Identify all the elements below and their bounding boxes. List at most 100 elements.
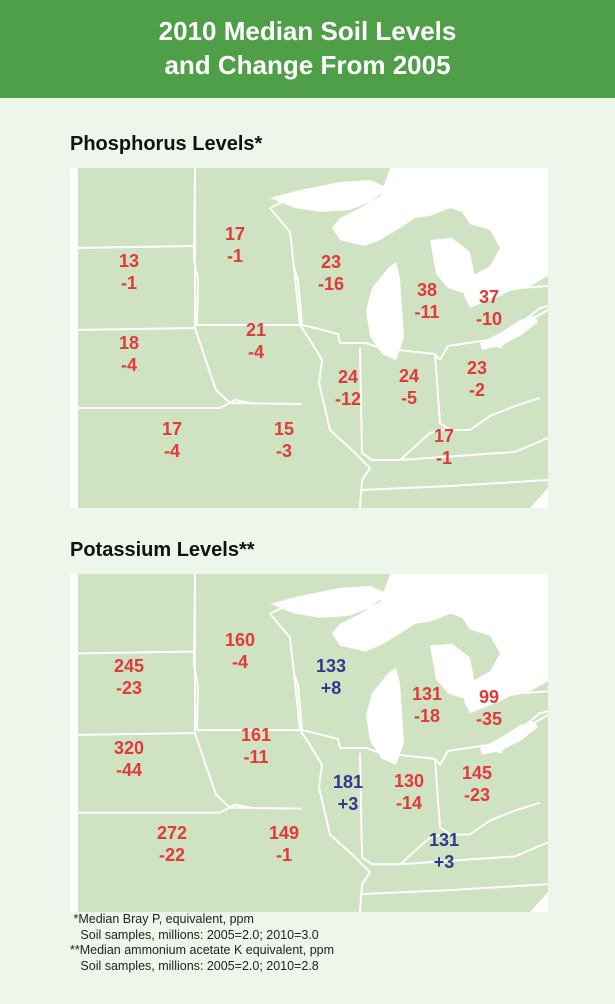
phosphorus-region-level: 17 — [433, 426, 455, 446]
phosphorus-map-water-2 — [430, 238, 475, 294]
potassium-region-level: 99 — [478, 687, 500, 708]
potassium-state-border-20 — [434, 758, 451, 836]
potassium-map-water-4 — [270, 585, 388, 618]
phosphorus-state-border-11 — [269, 195, 299, 209]
potassium-region-change: +3 — [337, 793, 359, 814]
potassium-region-change: -23 — [115, 678, 143, 699]
phosphorus-region-label: 38 -11 — [414, 279, 439, 323]
phosphorus-region-level: 17 — [161, 419, 183, 439]
potassium-region-change: -14 — [395, 792, 423, 813]
potassium-region-label: 99 -35 — [476, 686, 502, 730]
phosphorus-region-level: 15 — [273, 419, 295, 439]
phosphorus-state-border-15 — [359, 467, 371, 508]
potassium-state-border-11 — [269, 600, 299, 615]
phosphorus-region-label: 37 -10 — [476, 286, 502, 330]
potassium-map-water-1 — [366, 667, 404, 765]
phosphorus-map-water-4 — [270, 180, 388, 212]
potassium-state-border-10 — [269, 613, 301, 731]
phosphorus-region-label: 23 -16 — [318, 251, 344, 295]
potassium-region-level: 145 — [461, 762, 493, 783]
phosphorus-map-svg — [70, 168, 548, 508]
phosphorus-state-border-6 — [219, 399, 251, 409]
potassium-region-label: 145 -23 — [462, 762, 492, 806]
potassium-state-border-9 — [299, 729, 324, 805]
potassium-region-label: 245 -23 — [114, 655, 144, 699]
phosphorus-region-change: -4 — [120, 355, 137, 375]
phosphorus-state-border-13 — [301, 324, 341, 344]
header-title-line-1: 2010 Median Soil Levels — [158, 16, 457, 46]
potassium-state-border-23 — [359, 883, 548, 896]
footnotes: *Median Bray P, equivalent, ppm Soil sam… — [70, 912, 590, 974]
footnote-potassium: **Median ammonium acetate K equivalent, … — [70, 943, 335, 957]
potassium-state-border-14 — [322, 804, 371, 873]
phosphorus-region-change: -16 — [317, 274, 345, 294]
potassium-state-border-26 — [515, 714, 548, 734]
phosphorus-state-border-14 — [322, 399, 371, 469]
potassium-state-border-21 — [399, 841, 548, 866]
phosphorus-region-label: 13 -1 — [119, 250, 139, 294]
potassium-state-border-4 — [193, 574, 199, 731]
potassium-region-label: 160 -4 — [225, 629, 255, 673]
potassium-state-border-7 — [194, 732, 231, 809]
potassium-map-water-5 — [70, 574, 78, 912]
potassium-map-water-2 — [430, 643, 475, 700]
potassium-state-border-22 — [469, 801, 541, 836]
phosphorus-map-water-1 — [366, 262, 404, 360]
footnote-phosphorus-samples: Soil samples, millions: 2005=2.0; 2010=3… — [70, 927, 319, 942]
potassium-region-change: -35 — [475, 709, 503, 730]
phosphorus-region-label: 15 -3 — [274, 418, 294, 462]
potassium-region-change: +8 — [320, 678, 342, 699]
potassium-region-level: 133 — [315, 656, 347, 677]
potassium-region-change: -1 — [275, 845, 293, 866]
potassium-region-level: 130 — [393, 770, 425, 791]
phosphorus-region-level: 17 — [224, 224, 246, 244]
potassium-region-change: +3 — [433, 852, 455, 873]
phosphorus-state-border-16 — [340, 342, 441, 361]
potassium-region-label: 133 +8 — [316, 655, 346, 699]
potassium-state-border-8 — [229, 806, 303, 810]
phosphorus-region-level: 23 — [466, 358, 488, 378]
potassium-region-level: 131 — [411, 684, 443, 705]
phosphorus-region-change: -1 — [120, 273, 137, 293]
phosphorus-state-border-7 — [194, 327, 231, 404]
phosphorus-state-border-21 — [399, 437, 548, 461]
potassium-title: Potassium Levels** — [70, 539, 255, 561]
phosphorus-region-change: -5 — [400, 388, 417, 408]
phosphorus-region-change: -2 — [468, 380, 485, 400]
potassium-region-level: 320 — [113, 737, 145, 758]
potassium-region-change: -22 — [158, 845, 186, 866]
potassium-region-level: 131 — [428, 830, 460, 851]
potassium-state-border-15 — [359, 871, 371, 912]
phosphorus-region-label: 24 -12 — [335, 366, 361, 410]
potassium-region-level: 272 — [156, 823, 188, 844]
phosphorus-state-border-9 — [299, 324, 324, 401]
footnote-phosphorus: *Median Bray P, equivalent, ppm — [70, 912, 254, 926]
phosphorus-state-border-4 — [193, 168, 199, 326]
potassium-region-level: 181 — [332, 771, 364, 792]
phosphorus-region-level: 38 — [416, 280, 438, 300]
potassium-map-water-0 — [332, 574, 548, 714]
phosphorus-state-border-10 — [269, 207, 301, 326]
potassium-state-border-12 — [293, 673, 303, 731]
potassium-map-water-6 — [530, 868, 548, 912]
page-header: 2010 Median Soil Levels and Change From … — [0, 0, 615, 98]
phosphorus-state-border-18 — [399, 429, 470, 461]
phosphorus-state-border-23 — [359, 479, 548, 491]
phosphorus-region-label: 17 -1 — [225, 223, 245, 267]
potassium-state-border-25 — [509, 690, 548, 697]
phosphorus-map-water-5 — [70, 168, 78, 508]
potassium-state-border-0 — [70, 650, 196, 655]
footnote-potassium-samples: Soil samples, millions: 2005=2.0; 2010=2… — [70, 958, 319, 973]
phosphorus-region-level: 23 — [320, 252, 342, 272]
phosphorus-state-border-20 — [434, 353, 451, 431]
phosphorus-region-change: -12 — [334, 389, 362, 409]
potassium-map: 245 -23 160 -4 133 +8 131 -18 99 -35 320 -44 161 -11 1… — [70, 574, 548, 912]
potassium-region-change: -44 — [115, 759, 143, 780]
phosphorus-state-border-22 — [469, 397, 541, 431]
potassium-region-label: 272 -22 — [157, 822, 187, 866]
potassium-region-level: 149 — [268, 823, 300, 844]
phosphorus-title: Phosphorus Levels* — [70, 133, 263, 155]
potassium-region-label: 149 -1 — [269, 822, 299, 866]
phosphorus-region-change: -1 — [226, 246, 243, 266]
potassium-region-change: -18 — [413, 706, 441, 727]
